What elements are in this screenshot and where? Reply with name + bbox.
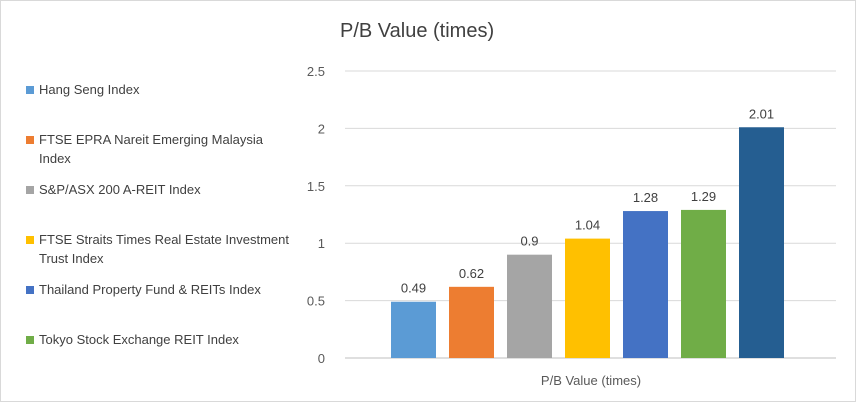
legend-label: Thailand Property Fund & REITs Index xyxy=(39,282,261,297)
data-label: 0.49 xyxy=(401,281,426,296)
legend-label: FTSE EPRA Nareit Emerging Malaysia Index xyxy=(39,132,263,166)
bar-2 xyxy=(449,286,494,358)
legend-swatch xyxy=(26,86,34,94)
data-label: 1.29 xyxy=(691,189,716,204)
bar-1 xyxy=(391,301,436,358)
bar-5 xyxy=(623,211,668,358)
legend-item: Hang Seng Index xyxy=(26,80,296,99)
y-tick-label: 2 xyxy=(318,121,325,136)
y-tick-label: 2.5 xyxy=(307,64,325,79)
chart-title-text: P/B Value (times) xyxy=(340,20,495,42)
legend-label: Hang Seng Index xyxy=(39,82,140,97)
data-label: 0.62 xyxy=(459,266,484,281)
legend-swatch xyxy=(26,286,34,294)
bar-7 xyxy=(739,127,784,358)
y-tick-label: 0.5 xyxy=(307,294,325,309)
data-label: 0.9 xyxy=(520,234,538,249)
legend-item: FTSE EPRA Nareit Emerging Malaysia Index xyxy=(26,130,296,168)
legend-item: Tokyo Stock Exchange REIT Index xyxy=(26,330,296,349)
legend-item: S&P/ASX 200 A-REIT Index xyxy=(26,180,296,199)
y-tick-label: 1 xyxy=(318,236,325,251)
bar-4 xyxy=(565,238,610,358)
legend-label: S&P/ASX 200 A-REIT Index xyxy=(39,182,201,197)
bar-6 xyxy=(681,209,726,358)
x-axis-label: P/B Value (times) xyxy=(541,373,641,388)
legend-swatch xyxy=(26,336,34,344)
legend-label: FTSE Straits Times Real Estate Investmen… xyxy=(39,232,289,266)
data-label: 2.01 xyxy=(749,106,774,121)
legend-swatch xyxy=(26,236,34,244)
bar-3 xyxy=(507,254,552,358)
legend-swatch xyxy=(26,186,34,194)
legend-swatch xyxy=(26,136,34,144)
legend-item: Thailand Property Fund & REITs Index xyxy=(26,280,296,299)
y-tick-label: 1.5 xyxy=(307,179,325,194)
y-tick-label: 0 xyxy=(318,351,325,366)
legend-label: Tokyo Stock Exchange REIT Index xyxy=(39,332,239,347)
legend-item: FTSE Straits Times Real Estate Investmen… xyxy=(26,230,296,268)
data-label: 1.04 xyxy=(575,218,600,233)
data-label: 1.28 xyxy=(633,190,658,205)
